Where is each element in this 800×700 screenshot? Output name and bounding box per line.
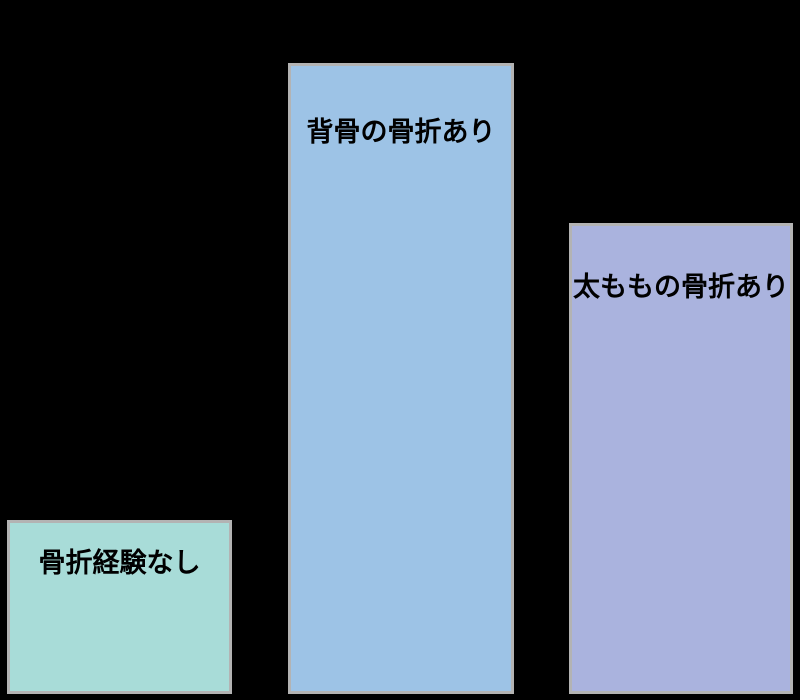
- bar-label-spine-fracture: 背骨の骨折あり: [306, 117, 496, 147]
- bar-spine-fracture: 背骨の骨折あり: [288, 63, 514, 694]
- bar-no-fracture: 骨折経験なし: [7, 520, 232, 694]
- bar-thigh-fracture: 太ももの骨折あり: [569, 223, 793, 694]
- bar-label-thigh-fracture: 太ももの骨折あり: [573, 272, 789, 302]
- bar-label-no-fracture: 骨折経験なし: [38, 548, 201, 578]
